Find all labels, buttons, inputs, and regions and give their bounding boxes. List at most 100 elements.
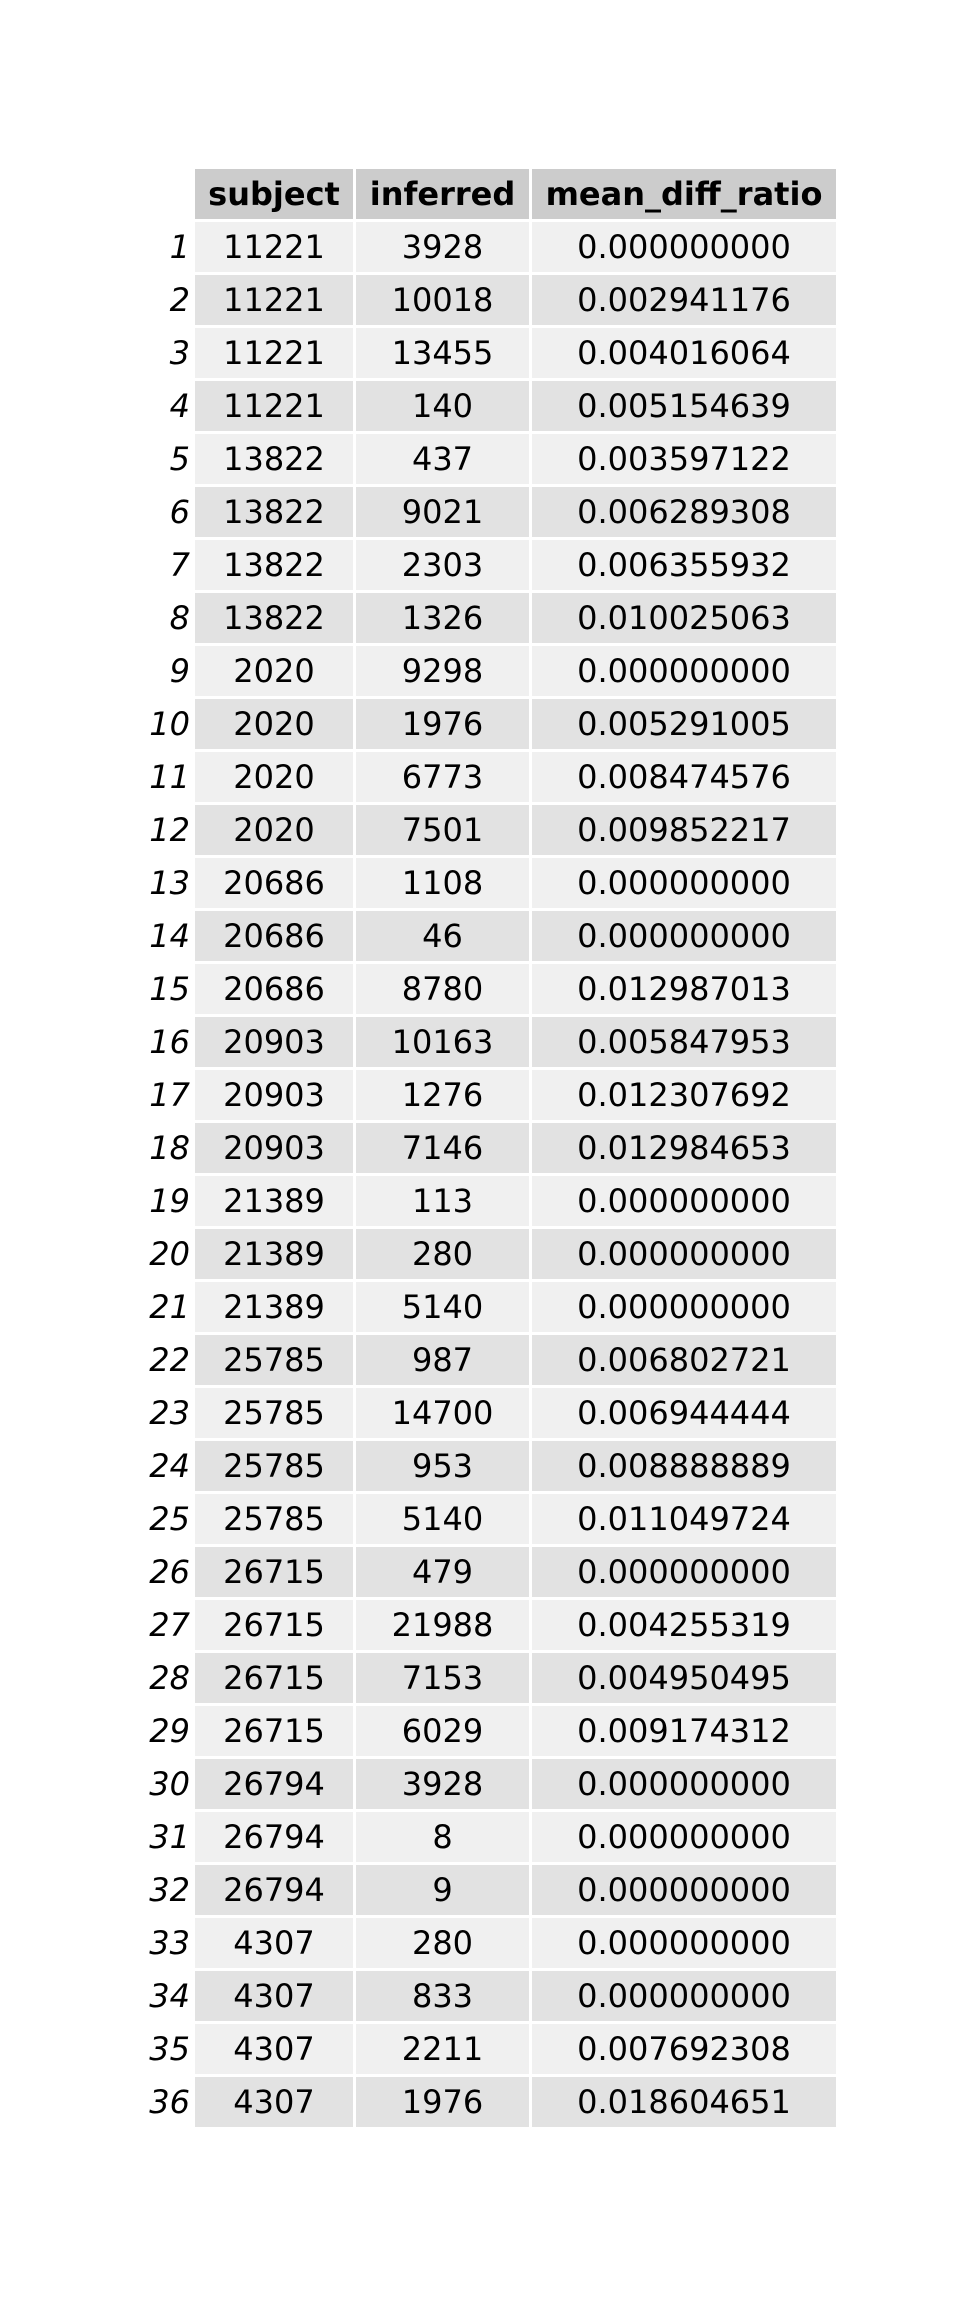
table-row: 17 20903 1276 0.012307692 <box>146 1070 836 1120</box>
cell-inferred: 9298 <box>356 646 529 696</box>
cell-subject: 20686 <box>195 911 353 961</box>
cell-mean-diff-ratio: 0.006355932 <box>532 540 836 590</box>
cell-subject: 26794 <box>195 1759 353 1809</box>
cell-mean-diff-ratio: 0.012984653 <box>532 1123 836 1173</box>
cell-mean-diff-ratio: 0.000000000 <box>532 1229 836 1279</box>
cell-inferred: 1976 <box>356 2077 529 2127</box>
table-row: 7 13822 2303 0.006355932 <box>146 540 836 590</box>
table-row: 34 4307 833 0.000000000 <box>146 1971 836 2021</box>
cell-subject: 11221 <box>195 328 353 378</box>
table-row: 16 20903 10163 0.005847953 <box>146 1017 836 1067</box>
cell-subject: 26794 <box>195 1812 353 1862</box>
cell-inferred: 2211 <box>356 2024 529 2074</box>
cell-mean-diff-ratio: 0.011049724 <box>532 1494 836 1544</box>
table-row: 3 11221 13455 0.004016064 <box>146 328 836 378</box>
cell-mean-diff-ratio: 0.007692308 <box>532 2024 836 2074</box>
row-index: 13 <box>149 864 190 902</box>
cell-mean-diff-ratio: 0.000000000 <box>532 911 836 961</box>
row-index: 7 <box>169 546 190 584</box>
cell-inferred: 479 <box>356 1547 529 1597</box>
table-row: 28 26715 7153 0.004950495 <box>146 1653 836 1703</box>
row-index: 24 <box>149 1447 190 1485</box>
cell-subject: 20903 <box>195 1070 353 1120</box>
cell-inferred: 10018 <box>356 275 529 325</box>
cell-inferred: 7153 <box>356 1653 529 1703</box>
cell-inferred: 140 <box>356 381 529 431</box>
cell-subject: 20686 <box>195 858 353 908</box>
table-row: 9 2020 9298 0.000000000 <box>146 646 836 696</box>
table-row: 21 21389 5140 0.000000000 <box>146 1282 836 1332</box>
cell-inferred: 280 <box>356 1229 529 1279</box>
cell-mean-diff-ratio: 0.000000000 <box>532 858 836 908</box>
cell-subject: 2020 <box>195 646 353 696</box>
cell-inferred: 9021 <box>356 487 529 537</box>
row-index: 2 <box>169 281 190 319</box>
cell-subject: 4307 <box>195 2077 353 2127</box>
row-index: 15 <box>149 970 190 1008</box>
table-row: 26 26715 479 0.000000000 <box>146 1547 836 1597</box>
cell-mean-diff-ratio: 0.002941176 <box>532 275 836 325</box>
cell-inferred: 5140 <box>356 1282 529 1332</box>
row-index: 34 <box>149 1977 190 2015</box>
cell-mean-diff-ratio: 0.003597122 <box>532 434 836 484</box>
cell-mean-diff-ratio: 0.004255319 <box>532 1600 836 1650</box>
row-index: 17 <box>149 1076 190 1114</box>
table-row: 35 4307 2211 0.007692308 <box>146 2024 836 2074</box>
data-table: subject inferred mean_diff_ratio 1 11221 3… <box>143 166 839 2130</box>
row-index: 14 <box>149 917 190 955</box>
cell-subject: 4307 <box>195 1918 353 1968</box>
row-index: 6 <box>169 493 190 531</box>
cell-mean-diff-ratio: 0.000000000 <box>532 1282 836 1332</box>
cell-subject: 4307 <box>195 1971 353 2021</box>
table-row: 32 26794 9 0.000000000 <box>146 1865 836 1915</box>
row-index: 4 <box>169 387 190 425</box>
row-index: 28 <box>149 1659 190 1697</box>
table-row: 8 13822 1326 0.010025063 <box>146 593 836 643</box>
row-index: 22 <box>149 1341 190 1379</box>
row-index: 12 <box>149 811 190 849</box>
row-index: 23 <box>149 1394 190 1432</box>
column-header-subject: subject <box>195 169 353 219</box>
cell-mean-diff-ratio: 0.006289308 <box>532 487 836 537</box>
table-row: 27 26715 21988 0.004255319 <box>146 1600 836 1650</box>
table-row: 6 13822 9021 0.006289308 <box>146 487 836 537</box>
cell-subject: 26715 <box>195 1653 353 1703</box>
column-header-mean-diff-ratio: mean_diff_ratio <box>532 169 836 219</box>
table-row: 14 20686 46 0.000000000 <box>146 911 836 961</box>
row-index: 36 <box>149 2083 190 2121</box>
cell-inferred: 113 <box>356 1176 529 1226</box>
row-index: 1 <box>169 228 190 266</box>
row-index: 3 <box>169 334 190 372</box>
cell-subject: 2020 <box>195 805 353 855</box>
cell-mean-diff-ratio: 0.012987013 <box>532 964 836 1014</box>
cell-mean-diff-ratio: 0.000000000 <box>532 1547 836 1597</box>
cell-subject: 13822 <box>195 434 353 484</box>
cell-subject: 21389 <box>195 1282 353 1332</box>
cell-inferred: 280 <box>356 1918 529 1968</box>
cell-mean-diff-ratio: 0.000000000 <box>532 1971 836 2021</box>
table-header: subject inferred mean_diff_ratio <box>146 169 836 219</box>
cell-inferred: 3928 <box>356 222 529 272</box>
cell-subject: 25785 <box>195 1388 353 1438</box>
row-index: 5 <box>169 440 190 478</box>
cell-subject: 20903 <box>195 1123 353 1173</box>
cell-mean-diff-ratio: 0.000000000 <box>532 646 836 696</box>
cell-subject: 25785 <box>195 1494 353 1544</box>
cell-inferred: 14700 <box>356 1388 529 1438</box>
cell-subject: 11221 <box>195 275 353 325</box>
cell-inferred: 987 <box>356 1335 529 1385</box>
cell-mean-diff-ratio: 0.010025063 <box>532 593 836 643</box>
row-index: 31 <box>149 1818 190 1856</box>
cell-inferred: 1326 <box>356 593 529 643</box>
row-index: 19 <box>149 1182 190 1220</box>
row-index: 10 <box>149 705 190 743</box>
cell-mean-diff-ratio: 0.006802721 <box>532 1335 836 1385</box>
cell-subject: 2020 <box>195 752 353 802</box>
cell-inferred: 953 <box>356 1441 529 1491</box>
row-index: 35 <box>149 2030 190 2068</box>
cell-inferred: 21988 <box>356 1600 529 1650</box>
cell-mean-diff-ratio: 0.000000000 <box>532 1812 836 1862</box>
row-index: 26 <box>149 1553 190 1591</box>
cell-mean-diff-ratio: 0.008474576 <box>532 752 836 802</box>
row-index: 25 <box>149 1500 190 1538</box>
